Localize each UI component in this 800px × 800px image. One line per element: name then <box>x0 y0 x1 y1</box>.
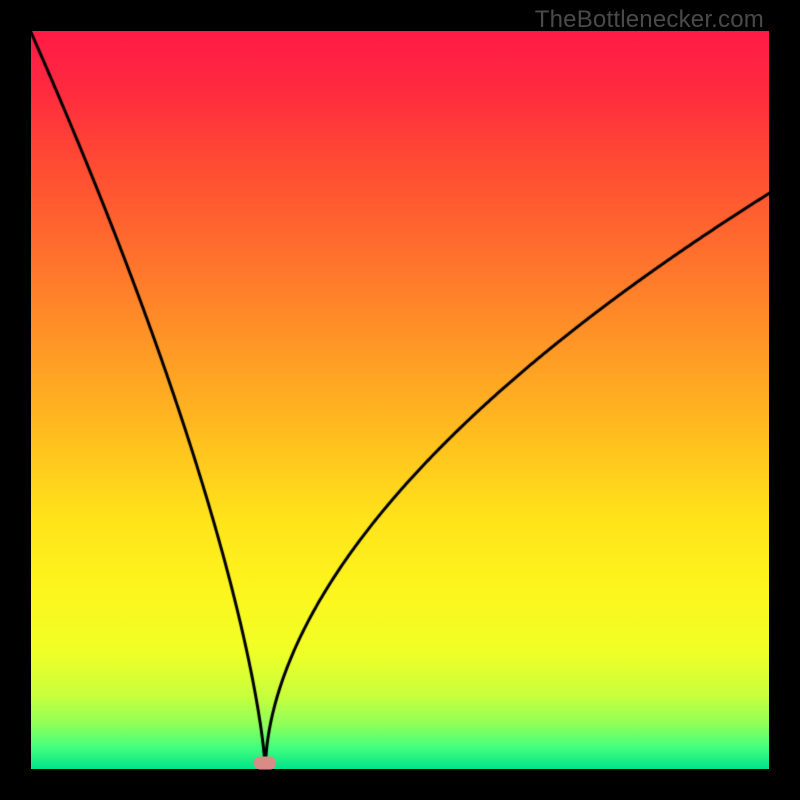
optimum-marker <box>254 756 276 769</box>
chart-root: TheBottlenecker.com <box>0 0 800 800</box>
bottleneck-curve <box>30 30 770 770</box>
watermark-text: TheBottlenecker.com <box>535 6 764 34</box>
